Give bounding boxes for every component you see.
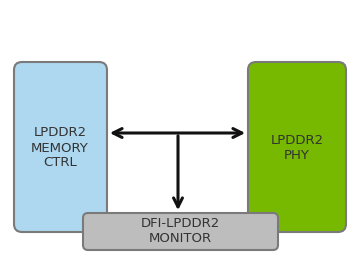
Text: DFI-LPDDR2
MONITOR: DFI-LPDDR2 MONITOR bbox=[140, 217, 219, 245]
Text: LPDDR2
PHY: LPDDR2 PHY bbox=[270, 134, 323, 162]
FancyBboxPatch shape bbox=[248, 62, 346, 232]
FancyBboxPatch shape bbox=[14, 62, 107, 232]
FancyBboxPatch shape bbox=[83, 213, 278, 250]
Text: LPDDR2
MEMORY
CTRL: LPDDR2 MEMORY CTRL bbox=[31, 126, 89, 169]
